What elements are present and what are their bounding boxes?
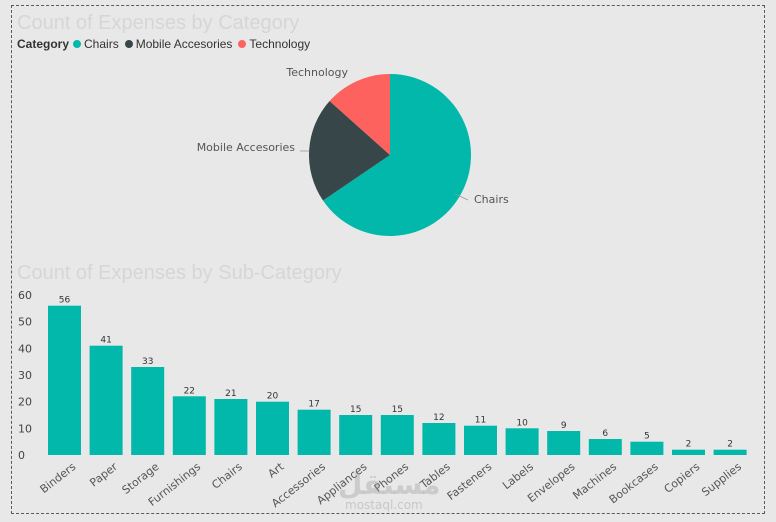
bar-data-label: 10 <box>516 418 528 428</box>
bar-paper[interactable] <box>89 345 123 455</box>
bar-chairs[interactable] <box>214 399 248 455</box>
pie-chart-title: Count of Expenses by Category <box>17 12 300 34</box>
bar-labels[interactable] <box>505 428 539 455</box>
bar-data-label: 15 <box>392 405 403 415</box>
bar-machines[interactable] <box>588 439 622 455</box>
pie-slice-technology[interactable] <box>329 74 390 155</box>
x-tick-label: Labels <box>500 460 536 492</box>
watermark-logo: مستقل <box>338 468 441 501</box>
bar-data-label: 9 <box>561 421 567 431</box>
x-tick-label: Art <box>265 460 286 481</box>
bar-furnishings[interactable] <box>172 396 206 455</box>
bar-data-label: 6 <box>602 429 608 439</box>
bar-data-label: 17 <box>308 400 319 410</box>
bar-data-label: 15 <box>350 405 361 415</box>
y-tick-label: 50 <box>18 316 32 329</box>
x-tick-label: Fasteners <box>445 460 495 503</box>
y-tick-label: 40 <box>18 342 32 355</box>
bar-fasteners[interactable] <box>464 425 497 455</box>
x-tick-label: Binders <box>38 460 79 496</box>
bar-supplies[interactable] <box>713 449 747 455</box>
x-tick-label: Chairs <box>209 460 245 492</box>
bar-data-label: 20 <box>267 392 279 402</box>
y-tick-label: 30 <box>18 369 32 382</box>
bar-envelopes[interactable] <box>547 431 581 455</box>
bar-bookcases[interactable] <box>630 441 664 455</box>
bar-data-label: 56 <box>59 296 71 306</box>
legend-dot-icon <box>73 40 82 48</box>
bar-tables[interactable] <box>422 423 456 455</box>
pie-slice-mobile-accesories[interactable] <box>309 101 390 201</box>
legend-item-mobile-accesories[interactable]: Mobile Accesories <box>124 37 233 51</box>
bar-data-label: 12 <box>433 413 444 423</box>
y-tick-label: 10 <box>18 422 32 435</box>
pie-slice-label: Technology <box>285 66 348 79</box>
y-tick-label: 20 <box>18 396 32 409</box>
bar-copiers[interactable] <box>672 449 705 455</box>
bar-data-label: 5 <box>644 432 650 442</box>
x-tick-label: Paper <box>87 460 120 490</box>
pie-slice-chairs[interactable] <box>323 74 472 236</box>
bar-accessories[interactable] <box>297 409 331 455</box>
pie-leader-line <box>454 193 469 201</box>
bar-data-label: 2 <box>727 440 733 450</box>
pie-legend: Category Chairs Mobile Accesories Techno… <box>17 37 316 51</box>
y-tick-label: 0 <box>18 449 25 462</box>
legend-dot-icon <box>238 40 247 48</box>
bar-chart-title: Count of Expenses by Sub-Category <box>17 262 342 284</box>
bar-data-label: 11 <box>475 416 486 426</box>
bar-data-label: 2 <box>686 440 692 450</box>
legend-label: Chairs <box>84 37 119 51</box>
watermark-url: mostaql.com <box>345 498 423 512</box>
y-tick-label: 60 <box>18 289 32 302</box>
legend-item-technology[interactable]: Technology <box>238 37 310 51</box>
bar-data-label: 33 <box>142 357 153 367</box>
bar-appliances[interactable] <box>339 415 373 455</box>
visual-frame <box>11 5 765 514</box>
bar-art[interactable] <box>256 401 289 455</box>
legend-title: Category <box>17 37 70 51</box>
bar-storage[interactable] <box>131 367 165 455</box>
bar-binders[interactable] <box>48 305 81 455</box>
legend-dot-icon <box>124 40 133 48</box>
bar-phones[interactable] <box>380 415 414 455</box>
x-tick-label: Supplies <box>699 460 744 499</box>
x-tick-label: Copiers <box>662 460 703 496</box>
bar-data-label: 21 <box>225 389 236 399</box>
bar-data-label: 22 <box>184 386 195 396</box>
legend-label: Mobile Accesories <box>135 37 233 51</box>
legend-item-chairs[interactable]: Chairs <box>73 37 119 51</box>
pie-slice-label: Mobile Accesories <box>197 141 296 154</box>
bar-data-label: 41 <box>100 336 111 346</box>
pie-slice-label: Chairs <box>474 193 509 206</box>
legend-label: Technology <box>249 37 311 51</box>
